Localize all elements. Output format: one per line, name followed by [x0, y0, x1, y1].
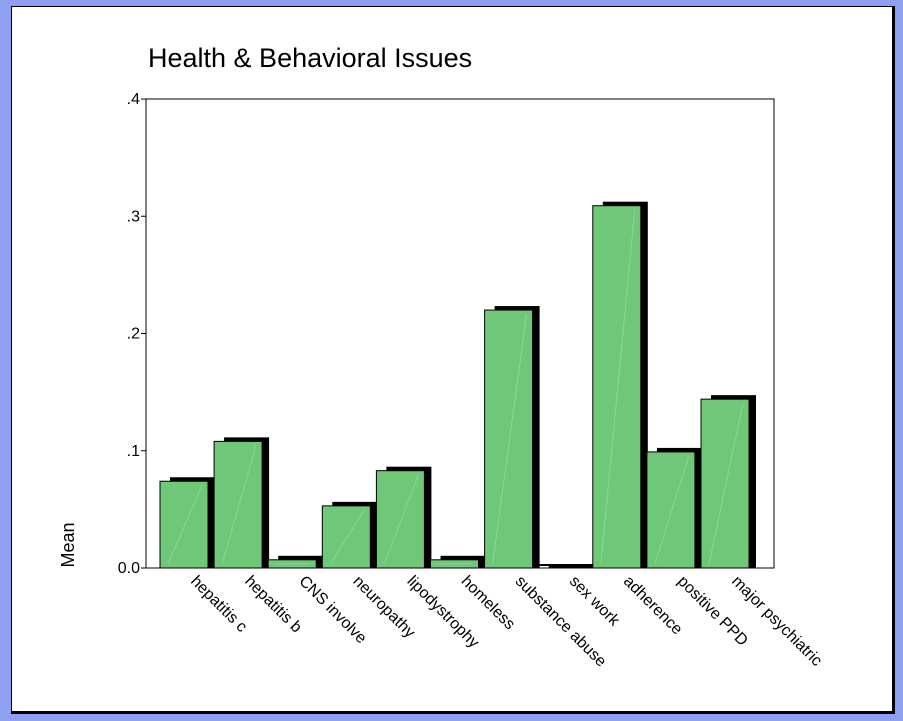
bar	[375, 470, 425, 569]
y-tick-label: .3	[127, 208, 140, 225]
bar-highlight	[492, 313, 528, 565]
y-tick-label: 0.0	[118, 560, 140, 577]
bar	[646, 451, 696, 569]
bar-chart: Health & Behavioral Issues Mean 0.0 .1 .2.…	[58, 43, 825, 671]
bar-highlight	[221, 445, 257, 565]
bar	[321, 505, 371, 569]
bar-highlight	[167, 485, 203, 565]
y-tick-label: .1	[127, 443, 140, 460]
y-tick-label: .4	[127, 91, 140, 108]
x-tick-label: hepatitis c	[187, 573, 250, 636]
bar	[159, 480, 209, 569]
chart-title: Health & Behavioral Issues	[148, 43, 472, 73]
x-tick-label: hepatitis b	[241, 573, 305, 637]
bar	[484, 309, 534, 569]
bars-group	[159, 201, 756, 569]
bar	[592, 205, 642, 569]
bar-highlight	[329, 509, 365, 565]
y-tick-label: .2	[127, 326, 140, 343]
chart-panel: Health & Behavioral Issues Mean 0.0 .1 .2.…	[11, 6, 895, 714]
y-ticks-group: 0.0 .1 .2 .3 .4	[118, 91, 146, 577]
bar-highlight	[654, 455, 690, 565]
bar	[213, 440, 263, 569]
bar-highlight	[600, 209, 636, 565]
bar-highlight	[708, 403, 744, 565]
bar	[700, 398, 750, 569]
y-axis-label: Mean	[58, 522, 78, 567]
x-tick-label: major psychiatric	[728, 573, 825, 670]
x-tick-label: sex work	[566, 573, 623, 630]
bar-highlight	[383, 474, 419, 565]
x-tick-label: substance abuse	[512, 573, 610, 671]
